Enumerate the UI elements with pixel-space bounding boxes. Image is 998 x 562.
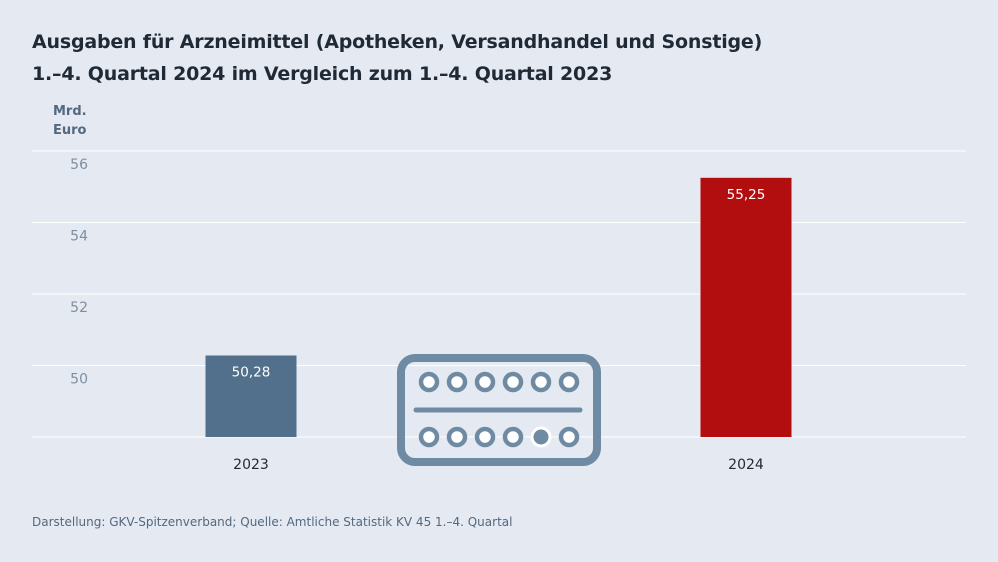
data-label-2023: 50,28: [232, 364, 271, 380]
chart-title-line-2: 1.–4. Quartal 2024 im Vergleich zum 1.–4…: [32, 63, 613, 85]
y-axis-unit-label: Mrd. Euro: [53, 102, 87, 140]
y-tick-label-52: 52: [70, 300, 88, 316]
x-tick-label-2024: 2024: [728, 457, 764, 473]
chart-title-line-1: Ausgaben für Arzneimittel (Apotheken, Ve…: [32, 31, 763, 53]
source-note: Darstellung: GKV-Spitzenverband; Quelle:…: [32, 515, 513, 529]
y-axis-unit-line-2: Euro: [53, 123, 87, 138]
y-tick-label-56: 56: [70, 157, 88, 173]
pill-blister-icon: [397, 354, 601, 466]
x-tick-label-2023: 2023: [233, 457, 269, 473]
chart-title: Ausgaben für Arzneimittel (Apotheken, Ve…: [32, 26, 762, 90]
bar-2024: [700, 177, 792, 437]
bar-2023: [205, 355, 297, 437]
y-tick-label-54: 54: [70, 229, 88, 245]
data-label-2024: 55,25: [727, 187, 766, 203]
y-tick-label-50: 50: [70, 372, 88, 388]
y-axis-unit-line-1: Mrd.: [53, 104, 87, 119]
